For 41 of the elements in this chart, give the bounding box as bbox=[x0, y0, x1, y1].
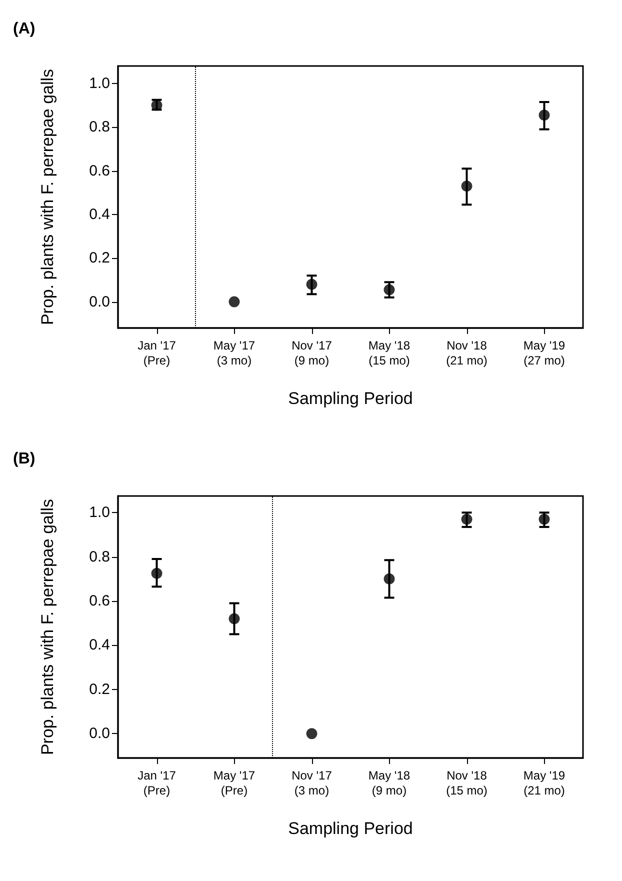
y-tick-label: 0.2 bbox=[89, 250, 110, 267]
point bbox=[461, 514, 472, 525]
y-tick-label: 0.6 bbox=[89, 592, 110, 610]
x-tick-label: Jan '17 (Pre) bbox=[138, 338, 176, 368]
chart-title: (A) bbox=[13, 20, 36, 38]
y-tick-label: 0.2 bbox=[89, 680, 110, 698]
y-tick-label: 0.0 bbox=[89, 725, 110, 742]
point bbox=[306, 728, 318, 740]
point bbox=[538, 514, 550, 525]
y-tick-label: 0.8 bbox=[89, 118, 110, 136]
y-tick-label: 0.0 bbox=[89, 293, 110, 310]
x-axis-title: Sampling Period bbox=[288, 819, 413, 838]
y-tick-label: 0.8 bbox=[89, 548, 110, 566]
y-tick-label: 1.0 bbox=[89, 504, 110, 522]
point bbox=[384, 573, 395, 584]
chart-title: (B) bbox=[13, 450, 36, 468]
point bbox=[228, 613, 240, 624]
x-tick-label: Jan '17 (Pre) bbox=[138, 768, 176, 798]
point bbox=[461, 180, 472, 192]
point bbox=[228, 296, 240, 308]
y-tick-label: 1.0 bbox=[89, 74, 110, 92]
x-tick-label: Nov '17 (3 mo) bbox=[292, 768, 332, 798]
x-tick-label: May '18 (15 mo) bbox=[368, 338, 410, 368]
x-tick-label: Nov '17 (9 mo) bbox=[292, 338, 332, 368]
y-axis-title: Prop. plants with F. perrepae galls bbox=[38, 498, 57, 756]
point bbox=[306, 278, 318, 290]
y-tick-label: 0.6 bbox=[89, 162, 110, 180]
x-tick-label: Nov '18 (15 mo) bbox=[446, 768, 488, 798]
x-tick-label: May '17 (Pre) bbox=[213, 768, 256, 798]
x-tick-label: May '19 (27 mo) bbox=[523, 338, 566, 368]
point bbox=[384, 284, 395, 296]
y-axis-title: Prop. plants with F. perrepae galls bbox=[38, 68, 57, 326]
x-tick-label: Nov '18 (21 mo) bbox=[446, 338, 488, 368]
x-tick-label: May '17 (3 mo) bbox=[213, 338, 256, 368]
x-tick-label: May '19 (21 mo) bbox=[523, 768, 566, 798]
point bbox=[538, 110, 550, 121]
x-axis-title: Sampling Period bbox=[288, 389, 413, 408]
x-tick-label: May '18 (9 mo) bbox=[368, 768, 410, 798]
point bbox=[151, 568, 162, 579]
y-tick-label: 0.4 bbox=[89, 636, 110, 654]
y-tick-label: 0.4 bbox=[89, 206, 110, 223]
